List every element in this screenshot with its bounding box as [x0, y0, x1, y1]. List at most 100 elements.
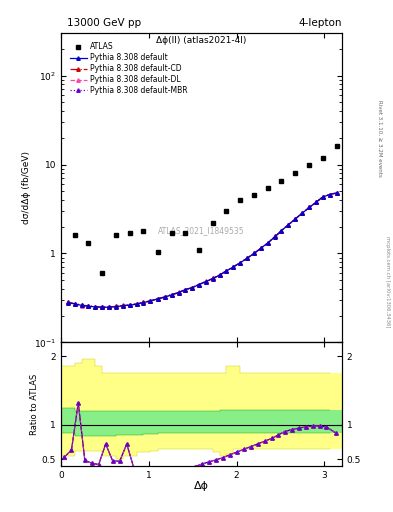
- Pythia 8.308 default-CD: [327, 191, 332, 198]
- Pythia 8.308 default: [286, 222, 291, 228]
- Pythia 8.308 default-MBR: [231, 264, 235, 270]
- Pythia 8.308 default-CD: [121, 303, 126, 309]
- Pythia 8.308 default-DL: [189, 285, 194, 291]
- ATLAS: [320, 155, 325, 161]
- Pythia 8.308 default-MBR: [141, 300, 146, 306]
- Pythia 8.308 default-DL: [320, 194, 325, 200]
- Pythia 8.308 default-MBR: [224, 268, 228, 274]
- Pythia 8.308 default-MBR: [266, 240, 270, 246]
- Pythia 8.308 default-DL: [279, 228, 284, 234]
- ATLAS: [252, 193, 257, 199]
- ATLAS: [238, 197, 242, 203]
- Pythia 8.308 default-CD: [211, 275, 215, 282]
- Pythia 8.308 default-CD: [189, 285, 194, 291]
- Pythia 8.308 default-CD: [148, 297, 153, 304]
- Pythia 8.308 default-MBR: [169, 292, 174, 298]
- Pythia 8.308 default-DL: [245, 255, 250, 262]
- Pythia 8.308 default: [300, 210, 305, 216]
- Line: Pythia 8.308 default-CD: Pythia 8.308 default-CD: [66, 191, 338, 309]
- Pythia 8.308 default-CD: [252, 250, 257, 257]
- Pythia 8.308 default-DL: [259, 245, 263, 251]
- Pythia 8.308 default-DL: [107, 304, 112, 310]
- Pythia 8.308 default-MBR: [300, 210, 305, 216]
- Pythia 8.308 default-CD: [286, 222, 291, 228]
- Pythia 8.308 default-CD: [334, 190, 339, 196]
- Pythia 8.308 default-MBR: [155, 296, 160, 302]
- Pythia 8.308 default-MBR: [107, 304, 112, 310]
- Pythia 8.308 default: [128, 302, 133, 308]
- Pythia 8.308 default-CD: [135, 301, 140, 307]
- Pythia 8.308 default: [320, 194, 325, 200]
- Pythia 8.308 default: [279, 228, 284, 234]
- Pythia 8.308 default-CD: [245, 255, 250, 261]
- Pythia 8.308 default: [252, 250, 257, 257]
- Pythia 8.308 default: [162, 294, 167, 300]
- Pythia 8.308 default-MBR: [279, 228, 284, 234]
- Text: 13000 GeV pp: 13000 GeV pp: [67, 18, 141, 28]
- Pythia 8.308 default-MBR: [252, 250, 257, 257]
- Pythia 8.308 default: [100, 304, 105, 310]
- ATLAS: [307, 161, 312, 167]
- Pythia 8.308 default-DL: [286, 222, 291, 228]
- Pythia 8.308 default-CD: [320, 194, 325, 200]
- Pythia 8.308 default-CD: [162, 294, 167, 300]
- Pythia 8.308 default-DL: [162, 294, 167, 301]
- X-axis label: Δϕ: Δϕ: [194, 481, 209, 491]
- Pythia 8.308 default-CD: [66, 299, 70, 305]
- Pythia 8.308 default: [114, 304, 119, 310]
- Pythia 8.308 default-DL: [114, 304, 119, 310]
- Pythia 8.308 default-CD: [176, 289, 181, 295]
- Pythia 8.308 default-CD: [107, 304, 112, 310]
- Pythia 8.308 default: [141, 300, 146, 306]
- Pythia 8.308 default-CD: [155, 295, 160, 302]
- ATLAS: [293, 170, 298, 176]
- Pythia 8.308 default: [189, 285, 194, 291]
- Pythia 8.308 default-DL: [266, 240, 270, 246]
- Line: Pythia 8.308 default-MBR: Pythia 8.308 default-MBR: [66, 191, 338, 309]
- Pythia 8.308 default: [86, 303, 90, 309]
- ATLAS: [73, 232, 77, 239]
- Pythia 8.308 default-DL: [217, 272, 222, 278]
- Pythia 8.308 default-DL: [252, 250, 257, 257]
- Pythia 8.308 default-CD: [169, 291, 174, 297]
- Pythia 8.308 default: [148, 298, 153, 304]
- Pythia 8.308 default: [293, 216, 298, 222]
- Pythia 8.308 default-MBR: [307, 204, 312, 210]
- Pythia 8.308 default-CD: [204, 279, 208, 285]
- Pythia 8.308 default: [231, 264, 235, 270]
- Pythia 8.308 default-DL: [155, 296, 160, 302]
- Pythia 8.308 default-MBR: [327, 191, 332, 198]
- ATLAS: [141, 228, 146, 234]
- Pythia 8.308 default-MBR: [128, 302, 133, 308]
- Pythia 8.308 default-MBR: [293, 216, 298, 222]
- ATLAS: [100, 270, 105, 276]
- Text: Δϕ(ll) (atlas2021-4l): Δϕ(ll) (atlas2021-4l): [156, 36, 246, 46]
- Pythia 8.308 default-CD: [182, 287, 187, 293]
- Pythia 8.308 default-DL: [300, 210, 305, 216]
- Pythia 8.308 default-CD: [279, 228, 284, 234]
- Pythia 8.308 default-CD: [300, 210, 305, 216]
- Pythia 8.308 default: [204, 279, 208, 285]
- ATLAS: [266, 184, 270, 190]
- Pythia 8.308 default-MBR: [314, 199, 319, 205]
- Pythia 8.308 default-MBR: [121, 303, 126, 309]
- Pythia 8.308 default-MBR: [273, 233, 277, 240]
- Pythia 8.308 default-DL: [211, 275, 215, 282]
- Pythia 8.308 default-MBR: [334, 190, 339, 196]
- Pythia 8.308 default-MBR: [217, 272, 222, 278]
- ATLAS: [211, 220, 215, 226]
- Pythia 8.308 default-DL: [327, 191, 332, 198]
- Pythia 8.308 default-DL: [238, 260, 242, 266]
- Pythia 8.308 default-DL: [80, 303, 84, 309]
- Pythia 8.308 default-CD: [314, 199, 319, 205]
- Pythia 8.308 default: [238, 260, 242, 266]
- Pythia 8.308 default-DL: [121, 303, 126, 309]
- Pythia 8.308 default: [93, 304, 97, 310]
- Pythia 8.308 default-DL: [196, 282, 201, 288]
- ATLAS: [279, 178, 284, 184]
- Pythia 8.308 default-MBR: [93, 304, 97, 310]
- Pythia 8.308 default: [169, 292, 174, 298]
- Pythia 8.308 default-CD: [259, 245, 263, 251]
- Pythia 8.308 default-DL: [204, 279, 208, 285]
- ATLAS: [334, 143, 339, 150]
